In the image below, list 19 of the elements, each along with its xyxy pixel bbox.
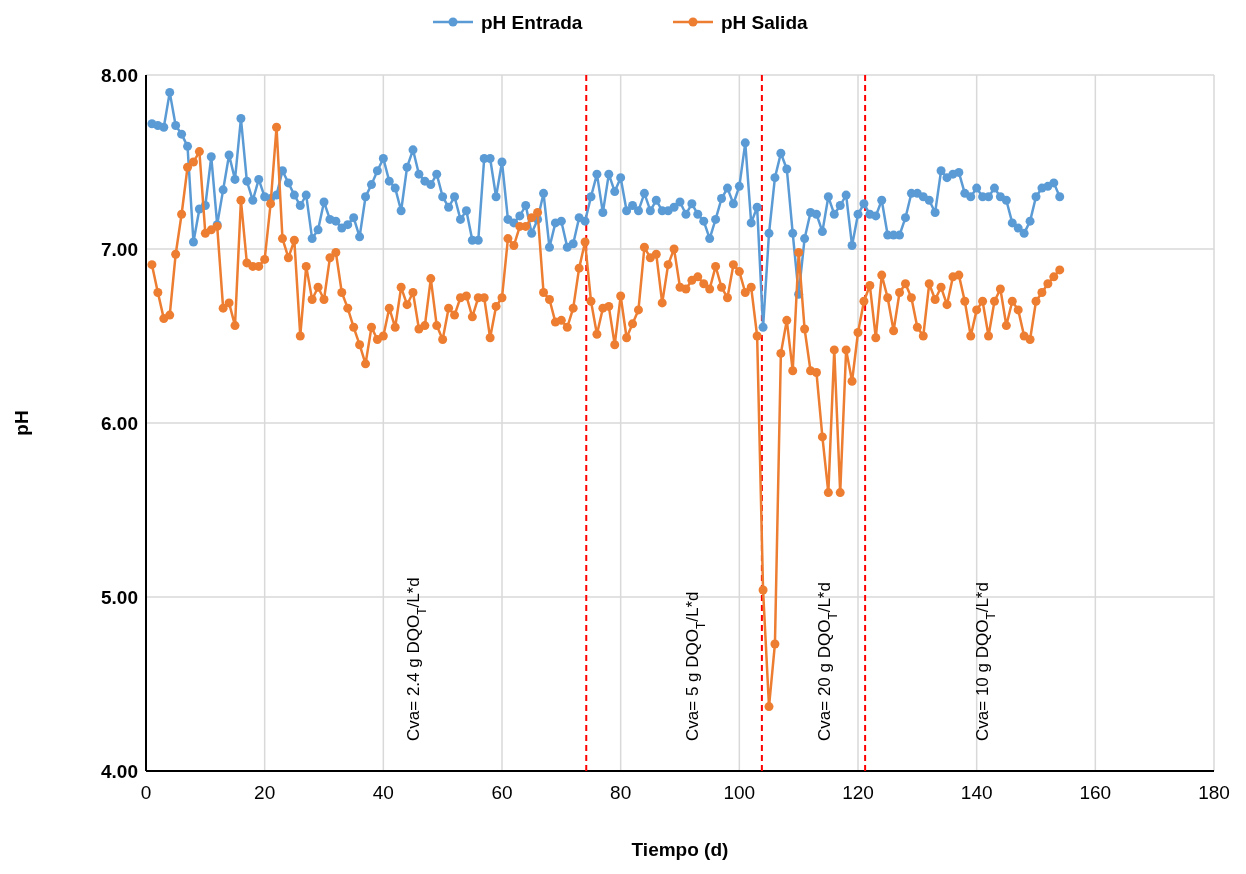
x-tick-label: 100 — [723, 782, 756, 803]
x-tick-label: 120 — [842, 782, 874, 803]
y-axis-title: pH — [11, 410, 32, 436]
y-tick-label: 4.00 — [101, 760, 138, 782]
x-tick-label: 60 — [491, 782, 513, 803]
y-tick-label: 5.00 — [101, 586, 138, 608]
x-tick-label: 40 — [372, 782, 394, 803]
x-tick-label: 160 — [1079, 782, 1112, 803]
x-tick-label: 0 — [140, 782, 152, 803]
legend-label: pH Salida — [721, 11, 809, 33]
x-tick-label: 80 — [610, 782, 632, 803]
y-tick-label: 8.00 — [101, 64, 138, 86]
legend-label: pH Entrada — [481, 11, 583, 33]
y-tick-label: 7.00 — [101, 238, 138, 260]
x-tick-label: 180 — [1198, 782, 1230, 803]
x-tick-label: 20 — [254, 782, 276, 803]
x-axis-title: Tiempo (d) — [631, 839, 729, 860]
y-tick-label: 6.00 — [101, 412, 138, 434]
x-tick-label: 140 — [960, 782, 993, 803]
